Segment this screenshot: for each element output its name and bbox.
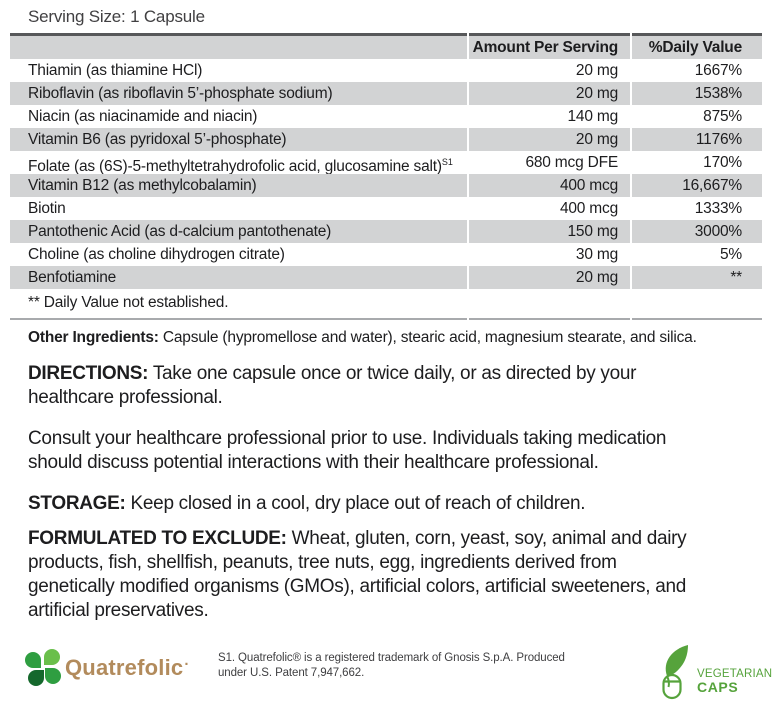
amount-per-serving-value: 20 mg [469, 82, 630, 105]
amount-per-serving-value: 400 mcg [559, 200, 618, 217]
table-row: Biotin 400 mcg 1333% [10, 197, 762, 220]
formulated-text: Wheat, gluten, corn, yeast, soy, animal … [28, 528, 687, 621]
daily-value-percent: ** [632, 266, 762, 289]
table-body: Thiamin (as thiamine HCl) 20 mg 1667% Ribof… [10, 59, 762, 289]
ingredient-name: Pantothenic Acid (as d-calcium pantothen… [10, 220, 467, 243]
table-row: Riboflavin (as riboflavin 5’-phosphate s… [10, 82, 762, 105]
directions-text: Take one capsule once or twice daily, or… [28, 363, 637, 408]
clover-leaf [25, 652, 41, 668]
ingredient-name: Niacin (as niacinamide and niacin) [28, 108, 258, 125]
supplement-facts-table: Amount Per Serving %Daily Value Thiamin … [10, 33, 762, 320]
amount-per-serving-value: 680 mcg DFE [525, 154, 618, 171]
ingredient-name: Vitamin B12 (as methylcobalamin) [10, 174, 467, 197]
ingredient-name: Benfotiamine [10, 266, 467, 289]
other-ingredients-label: Other Ingredients: [28, 329, 159, 346]
table-row: Vitamin B12 (as methylcobalamin) 400 mcg 1… [10, 174, 762, 197]
consult-paragraph: Consult your healthcare professional pri… [28, 428, 667, 473]
daily-value-percent: 1667% [694, 62, 742, 79]
table-row: Pantothenic Acid (as d-calcium pantothen… [10, 220, 762, 243]
amount-per-serving-value: 140 mg [567, 108, 619, 125]
table-row: Niacin (as niacinamide and niacin) 140 mg… [10, 105, 762, 128]
clover-leaf [45, 668, 61, 684]
formulated-label: FORMULATED TO EXCLUDE: [28, 528, 287, 549]
table-row: Benfotiamine 20 mg ** [10, 266, 762, 289]
ingredient-name: Riboflavin (as riboflavin 5’-phosphate s… [10, 82, 467, 105]
daily-value-percent: 170% [703, 154, 742, 171]
daily-value-percent: 5% [719, 246, 742, 263]
directions-paragraph: DIRECTIONS: Take one capsule once or twi… [28, 362, 744, 410]
daily-value-percent: 1333% [694, 200, 742, 217]
quatrefolic-wordmark: Quatrefolic· [65, 655, 190, 680]
daily-value-percent: 3000% [632, 220, 762, 243]
ingredient-name: Biotin [28, 200, 66, 217]
daily-value-percent: 16,667% [632, 174, 762, 197]
amount-per-serving-value: 20 mg [575, 62, 618, 79]
storage-paragraph: STORAGE: Keep closed in a cool, dry plac… [28, 492, 744, 516]
header-amount-per-serving: Amount Per Serving [469, 33, 630, 59]
table-row: Vitamin B6 (as pyridoxal 5’-phosphate) 20… [10, 128, 762, 151]
table-row: Choline (as choline dihydrogen citrate) 3… [10, 243, 762, 266]
table-row: Thiamin (as thiamine HCl) 20 mg 1667% [10, 59, 762, 82]
daily-value-percent: 1538% [632, 82, 762, 105]
quatrefolic-logo: Quatrefolic· [25, 649, 189, 687]
clover-leaf [28, 670, 44, 686]
vegetarian-caps-logo: VEGETARIAN CAPS [660, 644, 772, 702]
clover-leaf [44, 649, 60, 665]
quatrefolic-trademark-note: S1. Quatrefolic® is a registered tradema… [218, 652, 565, 679]
ingredient-name: Choline (as choline dihydrogen citrate) [28, 246, 285, 263]
vegetarian-capsule-leaf-icon [662, 645, 688, 700]
header-daily-value: %Daily Value [632, 33, 762, 59]
daily-value-percent: 1176% [632, 128, 762, 151]
vegetarian-caps-text: VEGETARIAN CAPS [697, 668, 772, 694]
formulated-to-exclude-paragraph: FORMULATED TO EXCLUDE: Wheat, gluten, co… [28, 527, 744, 623]
daily-value-percent: 875% [703, 108, 742, 125]
ingredient-name: Folate (as (6S)-5-methyltetrahydrofolic … [28, 157, 453, 174]
amount-per-serving-value: 30 mg [575, 246, 618, 263]
amount-per-serving-value: 400 mcg [469, 174, 630, 197]
ingredient-name: Thiamin (as thiamine HCl) [28, 62, 203, 79]
header-ingredient-spacer [10, 33, 467, 59]
amount-per-serving-value: 20 mg [469, 128, 630, 151]
other-ingredients: Other Ingredients: Capsule (hypromellose… [28, 329, 744, 347]
caps-line: CAPS [697, 679, 739, 695]
amount-per-serving-value: 150 mg [469, 220, 630, 243]
daily-value-footnote: ** Daily Value not established. [10, 289, 467, 320]
table-footnote-row: ** Daily Value not established. [10, 289, 762, 320]
table-header-row: Amount Per Serving %Daily Value [10, 33, 762, 59]
vegetarian-line: VEGETARIAN [697, 668, 772, 680]
storage-text: Keep closed in a cool, dry place out of … [130, 493, 586, 514]
quatrefolic-clover-icon [25, 649, 61, 687]
footnote-spacer [632, 289, 762, 320]
amount-per-serving-value: 20 mg [469, 266, 630, 289]
storage-label: STORAGE: [28, 493, 126, 514]
table-row: Folate (as (6S)-5-methyltetrahydrofolic … [10, 151, 762, 174]
other-ingredients-text: Capsule (hypromellose and water), steari… [162, 329, 697, 346]
footnote-spacer [469, 289, 630, 320]
ingredient-name: Vitamin B6 (as pyridoxal 5’-phosphate) [10, 128, 467, 151]
trademark-dot: · [184, 656, 190, 673]
serving-size-text: Serving Size: 1 Capsule [28, 7, 205, 26]
directions-label: DIRECTIONS: [28, 363, 149, 384]
